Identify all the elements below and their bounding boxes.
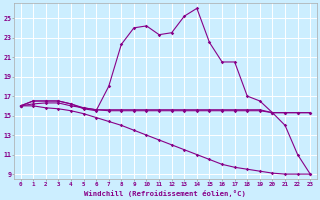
X-axis label: Windchill (Refroidissement éolien,°C): Windchill (Refroidissement éolien,°C) bbox=[84, 190, 246, 197]
